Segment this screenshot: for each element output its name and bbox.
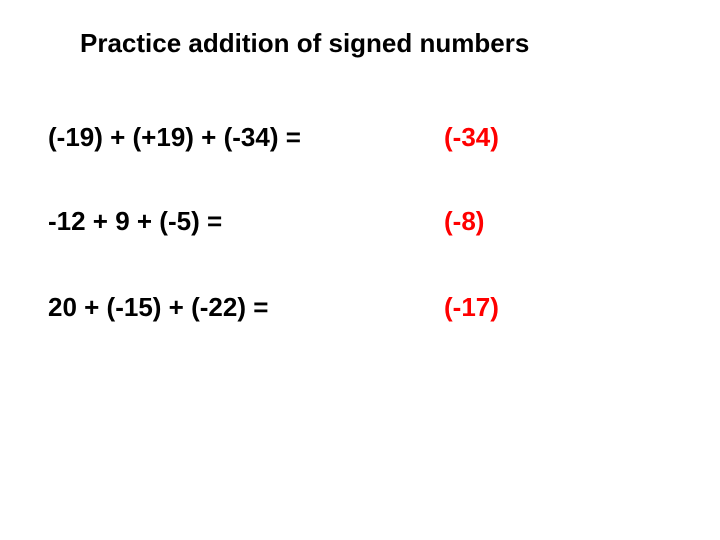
expression-text: (-19) + (+19) + (-34) =	[48, 122, 301, 153]
problem-row: (-19) + (+19) + (-34) = (-34)	[48, 122, 301, 153]
expression-text: -12 + 9 + (-5) =	[48, 206, 222, 237]
problem-row: 20 + (-15) + (-22) = (-17)	[48, 292, 268, 323]
page-title: Practice addition of signed numbers	[80, 28, 529, 59]
answer-text: (-34)	[444, 122, 499, 153]
expression-text: 20 + (-15) + (-22) =	[48, 292, 268, 323]
answer-text: (-8)	[444, 206, 484, 237]
problem-row: -12 + 9 + (-5) = (-8)	[48, 206, 222, 237]
answer-text: (-17)	[444, 292, 499, 323]
